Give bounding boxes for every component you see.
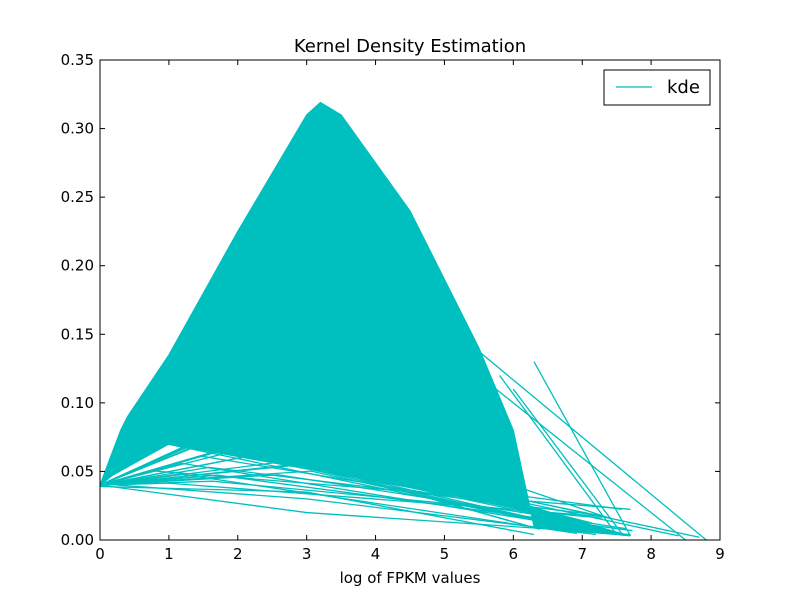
kde-curve	[99, 466, 603, 517]
y-tick-label: 0.25	[61, 188, 94, 206]
y-tick-label: 0.20	[61, 257, 94, 275]
kde-curve-tail	[389, 470, 700, 538]
x-tick-label: 8	[646, 545, 656, 563]
x-tick-label: 0	[95, 545, 105, 563]
x-tick-label: 6	[509, 545, 519, 563]
legend-label-kde: kde	[667, 77, 700, 98]
kde-curve	[99, 484, 631, 536]
x-tick-label: 3	[302, 545, 312, 563]
axes-frame	[99, 59, 721, 541]
axis-ticks	[99, 59, 721, 541]
y-tick-label: 0.05	[61, 462, 94, 480]
x-tick-label: 4	[371, 545, 381, 563]
kde-curve	[99, 430, 553, 514]
kde-curve	[99, 446, 593, 524]
kde-curve-tail	[457, 333, 707, 541]
y-tick-label: 0.00	[61, 531, 94, 549]
axis-tick-labels: 0 1 2 3 4 5 6 7 8 9 0.00 0.05 0.10 0.15 0.20 0.25 0.30 0.…	[61, 51, 725, 563]
kde-curve	[99, 482, 606, 518]
kde-curve	[99, 462, 622, 510]
x-tick-label: 9	[715, 545, 725, 563]
kde-curve	[512, 388, 625, 537]
y-tick-label: 0.30	[61, 120, 94, 138]
x-tick-label: 7	[577, 545, 587, 563]
y-tick-label: 0.35	[61, 51, 94, 69]
kde-curve	[99, 474, 626, 530]
y-tick-label: 0.15	[61, 325, 94, 343]
kde-curve	[533, 361, 632, 537]
kde-curve	[499, 375, 618, 535]
legend: kde	[603, 69, 711, 106]
x-tick-label: 5	[440, 545, 450, 563]
x-tick-label: 2	[233, 545, 243, 563]
x-tick-label: 1	[164, 545, 174, 563]
y-tick-label: 0.10	[61, 394, 94, 412]
kde-curve-tail	[444, 347, 686, 541]
kde-curve	[99, 483, 597, 536]
kde-curve	[99, 436, 538, 510]
x-axis-label: log of FPKM values	[340, 569, 481, 587]
chart-title: Kernel Density Estimation	[294, 36, 526, 57]
kde-curve-tail	[409, 477, 679, 537]
plot-area	[99, 101, 707, 541]
